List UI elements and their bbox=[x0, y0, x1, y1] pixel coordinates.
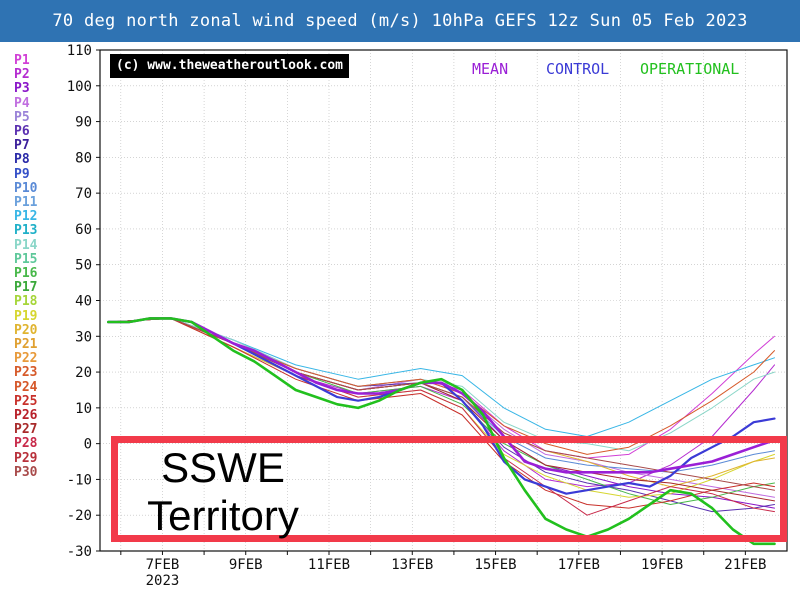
member-legend-item: P7 bbox=[14, 138, 30, 154]
sswe-territory-label: SSWE Territory bbox=[133, 444, 313, 540]
member-legend-item: P4 bbox=[14, 95, 30, 111]
y-tick-label: -30 bbox=[67, 544, 92, 560]
member-legend-item: P10 bbox=[14, 180, 38, 196]
x-tick-label: 11FEB bbox=[308, 557, 350, 573]
sswe-territory-box bbox=[111, 436, 787, 542]
series-line-p19 bbox=[107, 317, 775, 498]
x-tick-label: 13FEB bbox=[391, 557, 433, 573]
x-tick-label: 15FEB bbox=[474, 557, 516, 573]
copyright-label: (c) www.theweatheroutlook.com bbox=[110, 54, 349, 78]
x-tick-sublabel: 2023 bbox=[146, 573, 180, 589]
member-legend-item: P2 bbox=[14, 67, 30, 83]
member-legend-item: P15 bbox=[14, 251, 38, 267]
y-tick-label: -20 bbox=[67, 508, 92, 524]
y-tick-label: 0 bbox=[84, 437, 92, 453]
y-tick-label: 60 bbox=[75, 222, 92, 238]
member-legend-item: P16 bbox=[14, 266, 38, 282]
series-line-operational bbox=[107, 317, 776, 546]
chart-title: 70 deg north zonal wind speed (m/s) 10hP… bbox=[0, 0, 800, 42]
member-legend-item: P11 bbox=[14, 195, 38, 211]
y-tick-label: 50 bbox=[75, 258, 92, 274]
member-legend-item: P5 bbox=[14, 109, 30, 125]
member-legend-item: P6 bbox=[14, 124, 30, 140]
member-legend-item: P24 bbox=[14, 379, 38, 395]
member-legend-item: P9 bbox=[14, 166, 30, 182]
member-legend-item: P26 bbox=[14, 408, 38, 424]
member-legend-item: P8 bbox=[14, 152, 30, 168]
member-legend-item: P3 bbox=[14, 81, 30, 97]
x-tick-label: 19FEB bbox=[641, 557, 683, 573]
y-tick-label: 20 bbox=[75, 365, 92, 381]
y-tick-label: -10 bbox=[67, 472, 92, 488]
member-legend-item: P29 bbox=[14, 450, 38, 466]
member-legend-item: P19 bbox=[14, 308, 38, 324]
plot-frame bbox=[99, 49, 788, 552]
y-tick-label: 10 bbox=[75, 401, 92, 417]
x-tick-label: 9FEB bbox=[229, 557, 263, 573]
y-tick-label: 30 bbox=[75, 329, 92, 345]
member-legend-item: P23 bbox=[14, 365, 38, 381]
member-legend-item: P27 bbox=[14, 422, 38, 438]
member-legend-item: P28 bbox=[14, 436, 38, 452]
series-line-p23 bbox=[107, 317, 775, 455]
member-legend-item: P17 bbox=[14, 280, 38, 296]
top-legend-item: OPERATIONAL bbox=[640, 60, 740, 78]
x-tick-label: 7FEB bbox=[146, 557, 180, 573]
sswe-line-1: SSWE bbox=[161, 444, 285, 491]
sswe-line-2: Territory bbox=[147, 492, 299, 539]
series-line-mean bbox=[107, 317, 776, 474]
series-line-p12 bbox=[107, 317, 775, 437]
y-tick-label: 100 bbox=[67, 79, 92, 95]
y-tick-label: 80 bbox=[75, 150, 92, 166]
top-legend-item: CONTROL bbox=[546, 60, 610, 78]
member-legend-item: P30 bbox=[14, 464, 38, 480]
member-legend: P1 P2 P3 P4 P5 P6 P7 P8 P9 P10 P11 P12 P13 P14 P15 P16 P… bbox=[14, 53, 54, 480]
member-legend-item: P13 bbox=[14, 223, 38, 239]
axis-layer: 1101009080706050403020100-10-20-307FEB20… bbox=[67, 43, 788, 589]
member-legend-item: P14 bbox=[14, 237, 38, 253]
member-legend-item: P20 bbox=[14, 322, 38, 338]
member-legend-item: P1 bbox=[14, 53, 30, 68]
member-legend-item: P21 bbox=[14, 337, 38, 353]
y-tick-label: 70 bbox=[75, 186, 92, 202]
y-tick-label: 110 bbox=[67, 43, 92, 59]
x-tick-label: 21FEB bbox=[724, 557, 766, 573]
x-tick-label: 17FEB bbox=[558, 557, 600, 573]
member-legend-item: P12 bbox=[14, 209, 38, 225]
top-legend-item: MEAN bbox=[472, 60, 509, 78]
member-legend-item: P25 bbox=[14, 393, 38, 409]
y-tick-label: 90 bbox=[75, 115, 92, 131]
member-legend-item: P22 bbox=[14, 351, 38, 367]
y-tick-label: 40 bbox=[75, 294, 92, 310]
member-legend-item: P18 bbox=[14, 294, 38, 310]
